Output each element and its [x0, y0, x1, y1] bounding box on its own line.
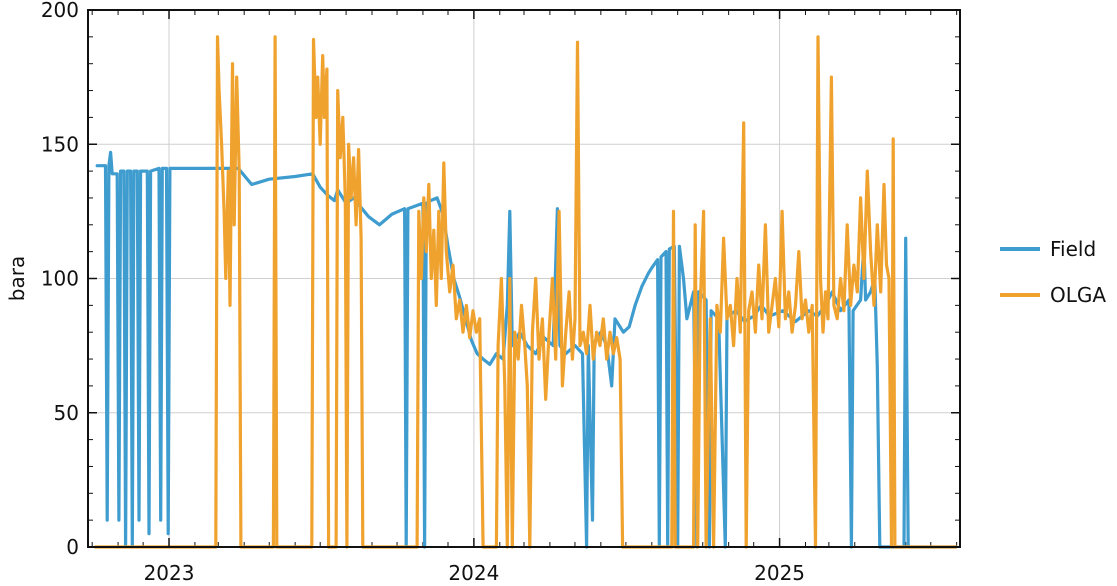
y-tick-label: 100: [41, 267, 79, 291]
axis-ticks: 0 50 100 150 200 2023 2024 2025: [41, 0, 960, 585]
legend: Field OLGA: [1000, 237, 1106, 307]
legend-label-field: Field: [1050, 237, 1096, 261]
series-line-olga: [93, 35, 958, 549]
x-tick-label: 2023: [144, 561, 195, 585]
y-tick-label: 50: [54, 401, 79, 425]
x-tick-label: 2024: [448, 561, 499, 585]
plot-series: [93, 35, 958, 549]
legend-label-olga: OLGA: [1050, 283, 1106, 307]
y-tick-label: 200: [41, 0, 79, 22]
y-axis-label: bara: [5, 256, 29, 301]
y-tick-label: 0: [66, 535, 79, 559]
y-tick-label: 150: [41, 132, 79, 156]
x-tick-label: 2025: [754, 561, 805, 585]
